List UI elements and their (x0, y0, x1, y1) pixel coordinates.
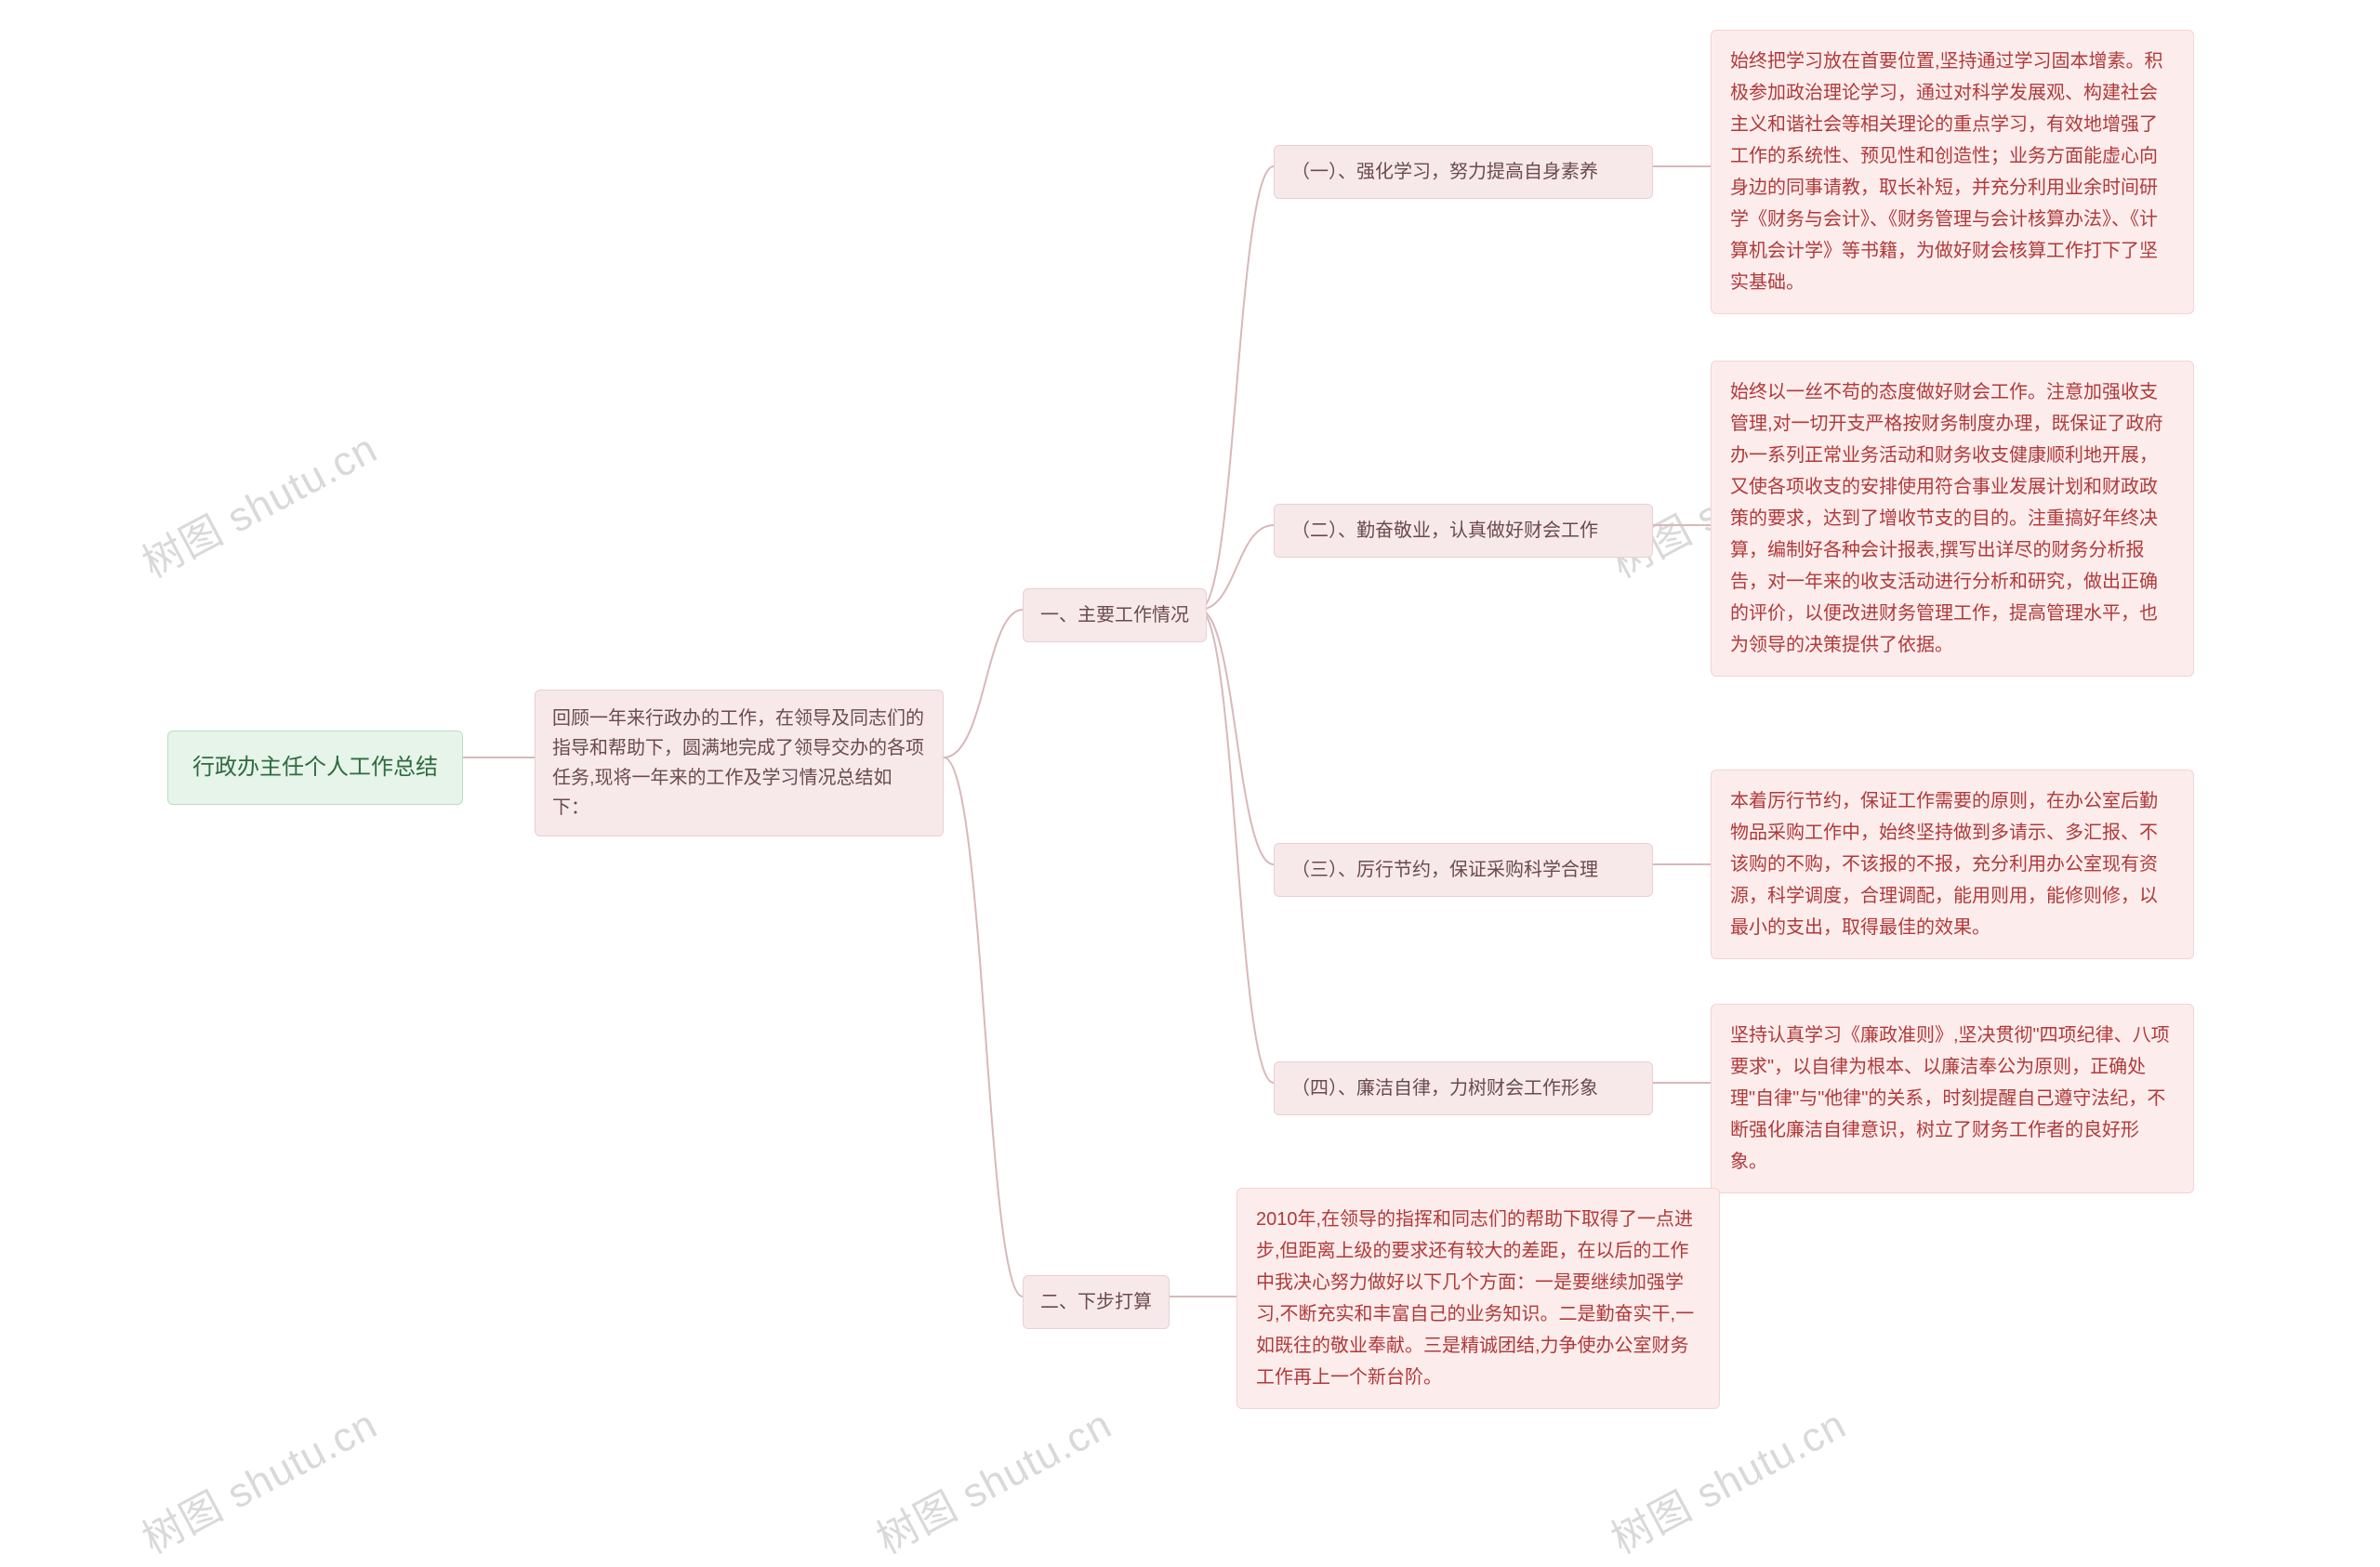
watermark: 树图 shutu.cn (1599, 1391, 1855, 1565)
leaf-5[interactable]: 2010年,在领导的指挥和同志们的帮助下取得了一点进步,但距离上级的要求还有较大… (1236, 1188, 1720, 1409)
section-1-label: 一、主要工作情况 (1040, 605, 1189, 625)
sub-1[interactable]: （一）、强化学习，努力提高自身素养 (1274, 145, 1653, 199)
sub-3[interactable]: （三）、厉行节约，保证采购科学合理 (1274, 843, 1653, 897)
watermark: 树图 shutu.cn (865, 1391, 1120, 1565)
section-1[interactable]: 一、主要工作情况 (1023, 588, 1207, 642)
sub-3-label: （三）、厉行节约，保证采购科学合理 (1291, 860, 1598, 880)
sub-4-label: （四）、廉洁自律，力树财会工作形象 (1291, 1078, 1598, 1099)
sub-4[interactable]: （四）、廉洁自律，力树财会工作形象 (1274, 1061, 1653, 1115)
leaf-5-text: 2010年,在领导的指挥和同志们的帮助下取得了一点进步,但距离上级的要求还有较大… (1256, 1209, 1694, 1388)
leaf-3-text: 本着厉行节约，保证工作需要的原则，在办公室后勤物品采购工作中，始终坚持做到多请示… (1730, 791, 2158, 938)
intro-text: 回顾一年来行政办的工作，在领导及同志们的指导和帮助下，圆满地完成了领导交办的各项… (552, 708, 924, 818)
sub-1-label: （一）、强化学习，努力提高自身素养 (1291, 162, 1598, 182)
mindmap-canvas: 树图 shutu.cn 树图 shutu.cn 树图 shutu.cn 树图 s… (0, 0, 2380, 1567)
leaf-4-text: 坚持认真学习《廉政准则》,坚决贯彻"四项纪律、八项要求"，以自律为根本、以廉洁奉… (1730, 1025, 2170, 1172)
leaf-1[interactable]: 始终把学习放在首要位置,坚持通过学习固本增素。积极参加政治理论学习，通过对科学发… (1711, 30, 2194, 314)
watermark: 树图 shutu.cn (130, 1391, 386, 1565)
intro-node[interactable]: 回顾一年来行政办的工作，在领导及同志们的指导和帮助下，圆满地完成了领导交办的各项… (535, 690, 944, 836)
section-2-label: 二、下步打算 (1040, 1292, 1152, 1312)
sub-2[interactable]: （二）、勤奋敬业，认真做好财会工作 (1274, 504, 1653, 558)
leaf-1-text: 始终把学习放在首要位置,坚持通过学习固本增素。积极参加政治理论学习，通过对科学发… (1730, 51, 2163, 293)
leaf-4[interactable]: 坚持认真学习《廉政准则》,坚决贯彻"四项纪律、八项要求"，以自律为根本、以廉洁奉… (1711, 1004, 2194, 1193)
leaf-3[interactable]: 本着厉行节约，保证工作需要的原则，在办公室后勤物品采购工作中，始终坚持做到多请示… (1711, 770, 2194, 959)
sub-2-label: （二）、勤奋敬业，认真做好财会工作 (1291, 520, 1598, 541)
watermark: 树图 shutu.cn (130, 415, 386, 589)
leaf-2-text: 始终以一丝不苟的态度做好财会工作。注意加强收支管理,对一切开支严格按财务制度办理… (1730, 382, 2163, 655)
leaf-2[interactable]: 始终以一丝不苟的态度做好财会工作。注意加强收支管理,对一切开支严格按财务制度办理… (1711, 361, 2194, 677)
section-2[interactable]: 二、下步打算 (1023, 1275, 1170, 1329)
root-label: 行政办主任个人工作总结 (192, 755, 438, 780)
root-node[interactable]: 行政办主任个人工作总结 (167, 731, 463, 805)
